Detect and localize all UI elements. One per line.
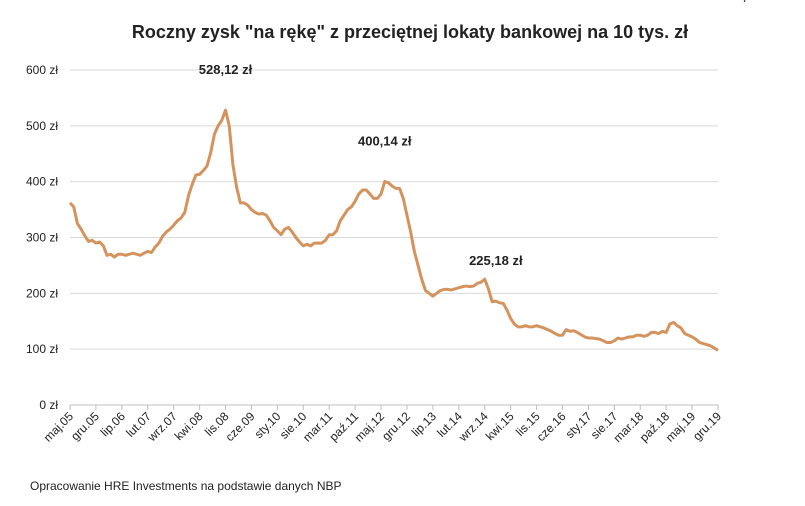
x-tick-label: lip.13 <box>409 409 439 439</box>
value-label: 400,14 zł <box>358 134 412 149</box>
y-tick-label: 500 zł <box>26 119 58 133</box>
chart-title: Roczny zysk "na rękę" z przeciętnej loka… <box>132 22 688 42</box>
x-tick-label: kwi.08 <box>172 409 206 443</box>
x-tick-label: wrz.14 <box>455 409 491 445</box>
x-tick-label: kwi.15 <box>483 409 517 443</box>
x-tick-label: maj.12 <box>352 409 388 445</box>
x-tick-label: gru.12 <box>379 409 413 443</box>
x-tick-label: cze.09 <box>223 409 258 444</box>
x-tick-label: gru.19 <box>690 409 724 443</box>
x-tick-label: cze.16 <box>534 409 569 444</box>
data-line <box>68 108 719 352</box>
x-tick-label: sty.10 <box>252 409 284 441</box>
y-tick-label: 200 zł <box>26 286 58 300</box>
value-label: 225,18 zł <box>469 253 523 268</box>
x-tick-label: wrz.07 <box>144 409 180 445</box>
x-tick-label: maj.05 <box>41 409 77 445</box>
x-tick-label: sty.17 <box>563 409 595 441</box>
y-tick-label: 600 zł <box>26 63 58 77</box>
x-tick-label: lip.06 <box>98 409 128 439</box>
value-label: 528,12 zł <box>199 62 253 77</box>
x-tick-label: gru.05 <box>68 409 102 443</box>
y-tick-label: 100 zł <box>26 342 58 356</box>
y-tick-label: 300 zł <box>26 231 58 245</box>
y-tick-label: 400 zł <box>26 175 58 189</box>
x-tick-label: maj.19 <box>663 409 699 445</box>
source-note: Opracowanie HRE Investments na podstawie… <box>30 479 342 493</box>
y-tick-label: 0 zł <box>39 398 58 412</box>
value-label: 98,01 zł <box>728 0 775 3</box>
